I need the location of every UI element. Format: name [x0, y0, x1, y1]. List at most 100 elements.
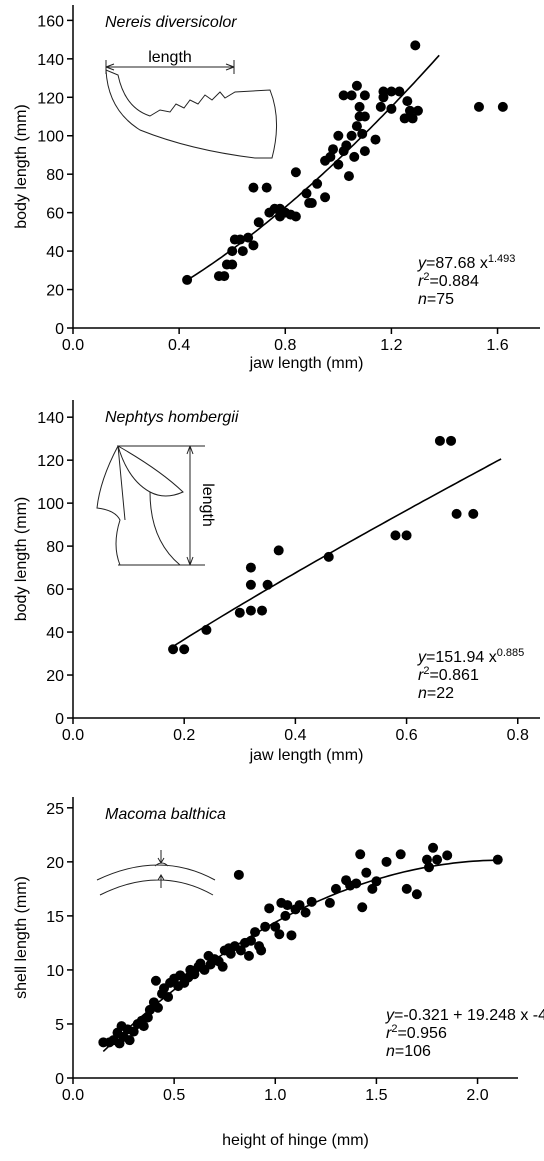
data-point	[163, 991, 174, 1002]
data-point	[346, 90, 357, 101]
x-axis-label: jaw length (mm)	[249, 747, 364, 764]
y-tick-label: 80	[46, 539, 64, 556]
data-point	[273, 545, 284, 556]
data-point	[201, 624, 212, 635]
data-point	[245, 605, 256, 616]
data-point	[367, 883, 378, 894]
x-tick-label: 0.8	[507, 727, 529, 744]
data-point	[219, 271, 230, 282]
data-point	[261, 182, 272, 193]
measure-arrow	[105, 60, 235, 74]
data-point	[294, 900, 305, 911]
data-point	[233, 869, 244, 880]
data-point	[351, 121, 362, 132]
annotation: r2=0.956	[386, 1023, 447, 1042]
data-point	[217, 961, 228, 972]
annotation-part: y	[417, 255, 427, 272]
data-point	[359, 111, 370, 122]
y-tick-label: 0	[55, 1071, 64, 1088]
annotation: y=87.68 x1.493	[417, 253, 515, 272]
annotation-part: =0.861	[429, 667, 478, 684]
x-tick-label: 2.0	[466, 1087, 488, 1104]
y-tick-label: 120	[37, 453, 64, 470]
data-point	[381, 856, 392, 867]
y-tick-label: 0	[55, 711, 64, 728]
fit-curve	[172, 458, 502, 648]
annotation-part: =0.956	[397, 1025, 446, 1042]
data-point	[253, 217, 264, 228]
data-point	[428, 842, 439, 853]
x-axis-label: height of hinge (mm)	[222, 1132, 369, 1149]
y-axis-label: shell length (mm)	[13, 876, 30, 999]
y-tick-label: 40	[46, 625, 64, 642]
annotation-part: =106	[395, 1043, 431, 1060]
data-point	[357, 902, 368, 913]
data-point	[395, 849, 406, 860]
data-point	[451, 508, 462, 519]
x-tick-label: 0.4	[284, 727, 306, 744]
data-point	[361, 867, 372, 878]
annotation-part: 2	[391, 1023, 397, 1035]
y-tick-label: 80	[46, 167, 64, 184]
annotation: n=106	[386, 1043, 431, 1060]
data-point	[338, 90, 349, 101]
data-point	[328, 144, 339, 155]
chart-title: Nephtys hombergii	[105, 409, 239, 426]
annotation: y=151.94 x0.885	[417, 647, 524, 666]
annotation: n=22	[418, 685, 454, 702]
data-point	[432, 854, 443, 865]
data-point	[270, 921, 281, 932]
data-point	[359, 90, 370, 101]
annotation-part: =-0.321 + 19.248 x -4.523 x	[394, 1007, 544, 1024]
data-point	[225, 948, 236, 959]
data-point	[306, 198, 317, 209]
data-point	[394, 86, 405, 97]
data-point	[290, 167, 301, 178]
data-point	[280, 910, 291, 921]
data-point	[341, 140, 352, 151]
data-point	[257, 605, 268, 616]
annotation: n=75	[418, 291, 454, 308]
data-point	[246, 935, 256, 946]
annotation-part: =0.884	[429, 273, 478, 290]
data-point	[290, 211, 301, 222]
data-point	[468, 508, 479, 519]
measure-arrow	[118, 445, 205, 566]
data-point	[260, 921, 271, 932]
jaw-drawing	[105, 69, 278, 159]
annotation-part: 1.493	[488, 253, 516, 265]
data-point	[128, 1026, 139, 1037]
y-axis-label: body length (mm)	[13, 104, 30, 229]
data-point	[399, 113, 410, 124]
data-point	[325, 151, 336, 162]
chart-title: Macoma balthica	[105, 806, 226, 823]
y-tick-label: 140	[37, 52, 64, 69]
data-point	[411, 889, 422, 900]
y-tick-label: 60	[46, 206, 64, 223]
annotation: r2=0.861	[418, 665, 479, 684]
data-point	[410, 40, 421, 51]
data-point	[124, 1035, 135, 1046]
data-point	[375, 101, 386, 112]
x-axis-label: jaw length (mm)	[249, 355, 364, 372]
data-point	[320, 192, 331, 203]
y-tick-label: 100	[37, 129, 64, 146]
annotation-part: n	[418, 685, 427, 702]
data-point	[301, 188, 312, 199]
data-point	[359, 146, 370, 157]
data-point	[386, 86, 397, 97]
data-point	[323, 551, 334, 562]
data-point	[286, 930, 297, 941]
data-point	[264, 903, 275, 914]
inset-label: length	[199, 483, 216, 527]
data-point	[138, 1021, 149, 1032]
y-axis-label: body length (mm)	[13, 497, 30, 622]
data-point	[248, 240, 259, 251]
annotation-part: n	[418, 291, 427, 308]
data-point	[312, 178, 323, 189]
annotation-part: =22	[427, 685, 454, 702]
y-tick-label: 120	[37, 90, 64, 107]
data-point	[402, 96, 413, 107]
x-tick-label: 0.6	[395, 727, 417, 744]
x-tick-label: 0.0	[62, 727, 84, 744]
